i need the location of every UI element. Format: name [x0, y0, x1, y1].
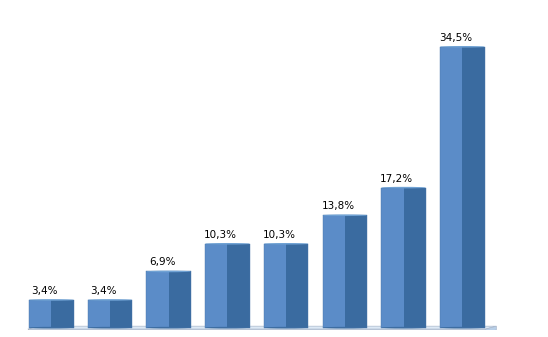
Polygon shape: [440, 47, 463, 328]
Polygon shape: [264, 244, 286, 328]
Ellipse shape: [381, 187, 426, 188]
Polygon shape: [88, 300, 110, 328]
Polygon shape: [381, 188, 403, 328]
Text: S8: S8: [102, 336, 117, 337]
Ellipse shape: [29, 299, 73, 301]
Ellipse shape: [440, 46, 484, 48]
Ellipse shape: [264, 327, 309, 328]
Ellipse shape: [440, 327, 484, 328]
Text: 10,3%: 10,3%: [204, 230, 237, 240]
Polygon shape: [110, 300, 132, 328]
Ellipse shape: [323, 215, 367, 216]
Text: S12: S12: [157, 336, 180, 337]
Polygon shape: [205, 244, 227, 328]
Text: S5: S5: [44, 336, 59, 337]
Polygon shape: [345, 215, 367, 328]
Polygon shape: [227, 244, 250, 328]
Text: S10: S10: [216, 336, 238, 337]
Text: S3: S3: [396, 336, 411, 337]
Polygon shape: [146, 271, 169, 328]
Ellipse shape: [205, 327, 250, 328]
Ellipse shape: [205, 243, 250, 245]
Ellipse shape: [29, 327, 73, 328]
Polygon shape: [29, 300, 52, 328]
Ellipse shape: [264, 243, 309, 245]
Ellipse shape: [381, 327, 426, 328]
Polygon shape: [463, 47, 484, 328]
Text: S2: S2: [338, 336, 352, 337]
Ellipse shape: [146, 271, 191, 272]
Text: 3,4%: 3,4%: [90, 286, 117, 296]
Ellipse shape: [146, 327, 191, 328]
Polygon shape: [28, 326, 496, 329]
Polygon shape: [28, 329, 486, 333]
Polygon shape: [486, 326, 496, 333]
Ellipse shape: [88, 327, 132, 328]
Polygon shape: [169, 271, 191, 328]
Text: 34,5%: 34,5%: [439, 33, 472, 43]
Ellipse shape: [88, 299, 132, 301]
Polygon shape: [286, 244, 309, 328]
Text: 10,3%: 10,3%: [263, 230, 296, 240]
Polygon shape: [323, 215, 345, 328]
Ellipse shape: [323, 327, 367, 328]
Text: 6,9%: 6,9%: [149, 257, 175, 268]
Polygon shape: [52, 300, 73, 328]
Text: S4: S4: [455, 336, 470, 337]
Text: 13,8%: 13,8%: [322, 201, 355, 211]
Polygon shape: [403, 188, 426, 328]
Text: 3,4%: 3,4%: [31, 286, 58, 296]
Text: 17,2%: 17,2%: [380, 174, 413, 184]
Text: S6: S6: [279, 336, 294, 337]
